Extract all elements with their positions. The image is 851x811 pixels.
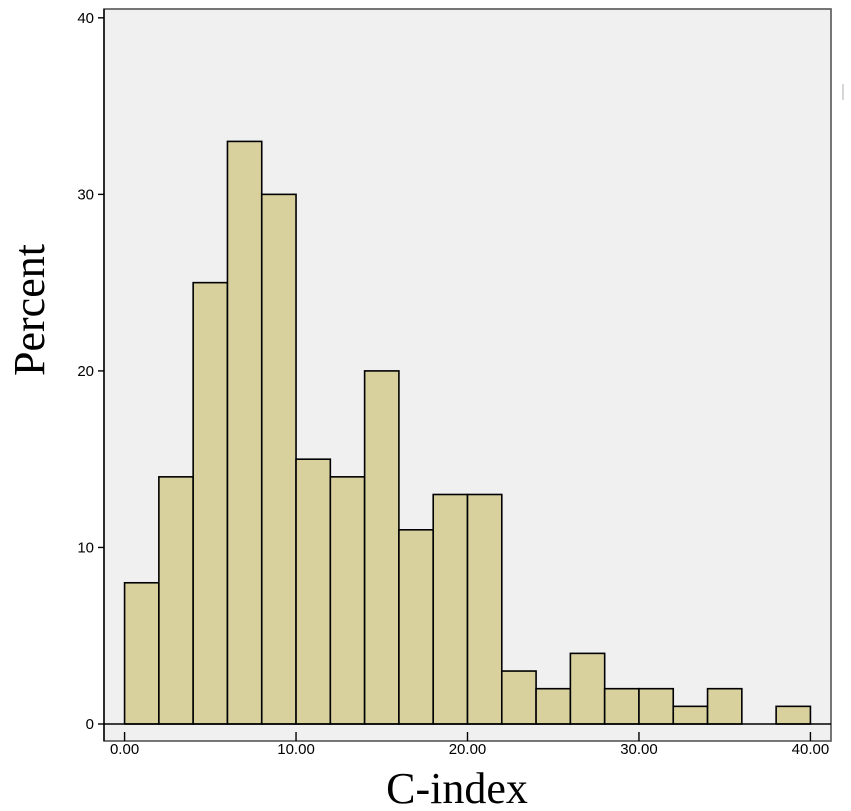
histogram-bar bbox=[123, 581, 160, 725]
histogram-bar bbox=[638, 687, 675, 725]
x-tick-label: 20.00 bbox=[449, 741, 487, 758]
histogram-bar bbox=[398, 528, 435, 725]
x-tick-label: 30.00 bbox=[620, 741, 658, 758]
histogram-bar bbox=[672, 705, 709, 725]
histogram-bar bbox=[775, 705, 812, 725]
y-tick-label: 20 bbox=[77, 363, 94, 380]
histogram-bar bbox=[432, 493, 469, 725]
histogram-bar bbox=[158, 476, 194, 725]
axes bbox=[103, 9, 831, 741]
histogram-bar bbox=[603, 687, 640, 725]
bars bbox=[123, 140, 812, 725]
histogram-bar bbox=[466, 493, 503, 725]
x-axis-title: C-index bbox=[386, 764, 528, 811]
histogram-bar bbox=[329, 476, 366, 725]
ticks: 0 10 20 30 40 0.00 10.00 20.00 30.00 40.00 bbox=[77, 10, 829, 758]
x-tick-label: 10.00 bbox=[277, 741, 315, 758]
histogram-bar bbox=[569, 652, 606, 725]
histogram-bar bbox=[260, 193, 297, 725]
histogram-bar bbox=[226, 140, 263, 725]
histogram-bar bbox=[500, 670, 537, 725]
x-tick-label: 40.00 bbox=[792, 741, 830, 758]
histogram-bar bbox=[295, 458, 332, 725]
y-tick-label: 10 bbox=[77, 539, 94, 556]
histogram-bar bbox=[535, 687, 572, 725]
y-tick-label: 40 bbox=[77, 10, 94, 27]
x-tick-label: 0.00 bbox=[110, 741, 139, 758]
y-axis-title: Percent bbox=[5, 244, 54, 376]
y-tick-label: 0 bbox=[86, 716, 94, 733]
y-tick-label: 30 bbox=[77, 186, 94, 203]
histogram-bar bbox=[192, 281, 229, 725]
histogram-bar bbox=[363, 370, 400, 725]
histogram-bar bbox=[706, 687, 743, 725]
